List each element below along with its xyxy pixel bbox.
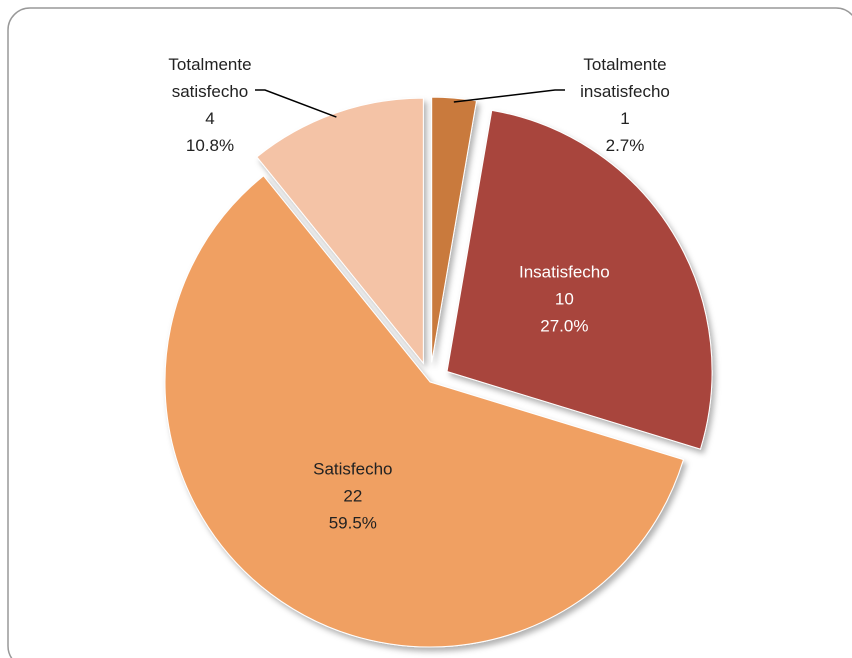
leader-line xyxy=(255,89,337,118)
slice-label: Totalmente insatisfecho 1 2.7% xyxy=(555,51,695,159)
percent-label: 59.5% xyxy=(328,513,377,533)
percent-label: 27.0% xyxy=(540,316,589,336)
percent-label: 2.7% xyxy=(605,136,645,155)
pie-slice xyxy=(446,109,713,450)
pie-slice xyxy=(256,97,424,365)
leader-line xyxy=(453,89,565,103)
category-label: Insatisfecho xyxy=(518,262,610,282)
pie xyxy=(164,96,713,648)
slice-label: Insatisfecho 10 27.0% xyxy=(494,259,634,340)
category-label: Totalmente insatisfecho xyxy=(580,55,670,101)
value-label: 1 xyxy=(620,109,630,128)
percent-label: 10.8% xyxy=(185,136,235,155)
slice-label: Totalmente satisfecho 4 10.8% xyxy=(140,51,280,159)
pie-slice xyxy=(164,175,685,648)
value-label: 22 xyxy=(343,486,363,506)
frame xyxy=(7,7,852,658)
value-label: 10 xyxy=(554,289,574,309)
category-label: Satisfecho xyxy=(313,459,393,479)
pie-slice xyxy=(431,96,478,363)
value-label: 4 xyxy=(205,109,215,128)
slice-label: Satisfecho 22 59.5% xyxy=(283,456,423,537)
category-label: Totalmente satisfecho xyxy=(168,55,252,101)
